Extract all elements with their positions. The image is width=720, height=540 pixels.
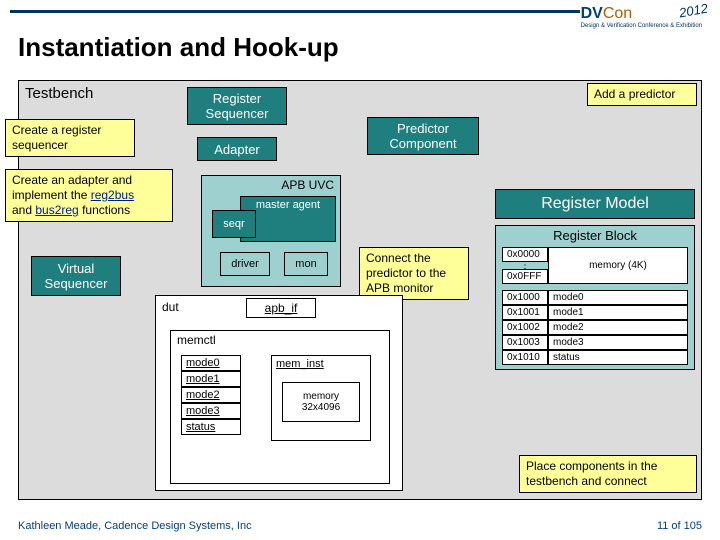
virtual-sequencer-box: Virtual Sequencer (31, 256, 121, 296)
note-connect-predictor: Connect the predictor to the APB monitor (359, 247, 469, 300)
note-place-components: Place components in the testbench and co… (519, 455, 697, 493)
mem-inst-box: mem_inst memory 32x4096 (271, 355, 371, 441)
addr-1001: 0x1001 (502, 305, 548, 320)
note-create-sequencer: Create a register sequencer (5, 119, 135, 157)
footer-page: 11 of 105 (657, 520, 702, 532)
memctl-mode1: mode1 (181, 371, 241, 387)
logo-dv: DV (581, 5, 603, 22)
memctl-mode2: mode2 (181, 387, 241, 403)
memctl-label: memctl (171, 331, 389, 349)
logo-con: Con (603, 5, 632, 22)
mem-inst-label: mem_inst (272, 356, 370, 372)
header-divider (10, 10, 580, 13)
register-block-title: Register Block (496, 226, 694, 245)
driver-box: driver (220, 252, 270, 276)
register-sequencer-box: Register Sequencer (187, 87, 287, 125)
reg-status: status (548, 350, 688, 365)
dut-label: dut (162, 300, 179, 314)
memctl-mode3: mode3 (181, 403, 241, 419)
mon-box: mon (284, 252, 328, 276)
note-create-adapter: Create an adapter and implement the reg2… (5, 169, 173, 222)
testbench-label: Testbench (25, 85, 93, 102)
reg-mode3: mode3 (548, 335, 688, 350)
dvcon-logo: DVCon 2012 Design & Verification Confere… (581, 5, 702, 29)
note-add-predictor: Add a predictor (587, 83, 697, 106)
mem-4k: memory (4K) (548, 247, 688, 284)
memory-size-box: memory 32x4096 (282, 382, 360, 422)
reg-mode2: mode2 (548, 320, 688, 335)
register-block: Register Block 0x0000 ⋮ 0x0FFF memory (4… (495, 225, 695, 370)
seqr-box: seqr (212, 210, 256, 238)
apb-uvc: APB UVC master agent seqr driver mon (201, 175, 341, 287)
bus2reg-link[interactable]: bus2reg (35, 203, 78, 217)
addr-0fff: 0x0FFF (502, 269, 548, 284)
memctl-status: status (181, 419, 241, 435)
testbench-container: Testbench Create a register sequencer Cr… (18, 80, 702, 500)
apb-if-box: apb_if (246, 298, 316, 318)
register-model-box: Register Model (495, 189, 695, 219)
addr-dots: ⋮ (502, 262, 548, 269)
reg2bus-link[interactable]: reg2bus (91, 188, 134, 202)
memctl-mode0: mode0 (181, 355, 241, 371)
addr-1002: 0x1002 (502, 320, 548, 335)
addr-1003: 0x1003 (502, 335, 548, 350)
footer-author: Kathleen Meade, Cadence Design Systems, … (18, 520, 252, 532)
logo-year: 2012 (678, 1, 709, 21)
reg-mode0: mode0 (548, 290, 688, 305)
memctl-box: memctl mode0 mode1 mode2 mode3 status me… (170, 330, 390, 484)
logo-subtitle: Design & Verification Conference & Exhib… (581, 23, 702, 29)
dut-container: dut apb_if memctl mode0 mode1 mode2 mode… (155, 295, 403, 491)
predictor-box: Predictor Component (367, 117, 479, 155)
apb-uvc-label: APB UVC (281, 178, 334, 192)
addr-1000: 0x1000 (502, 290, 548, 305)
addr-1010: 0x1010 (502, 350, 548, 365)
adapter-box: Adapter (197, 137, 277, 161)
page-title: Instantiation and Hook-up (18, 32, 339, 63)
reg-mode1: mode1 (548, 305, 688, 320)
